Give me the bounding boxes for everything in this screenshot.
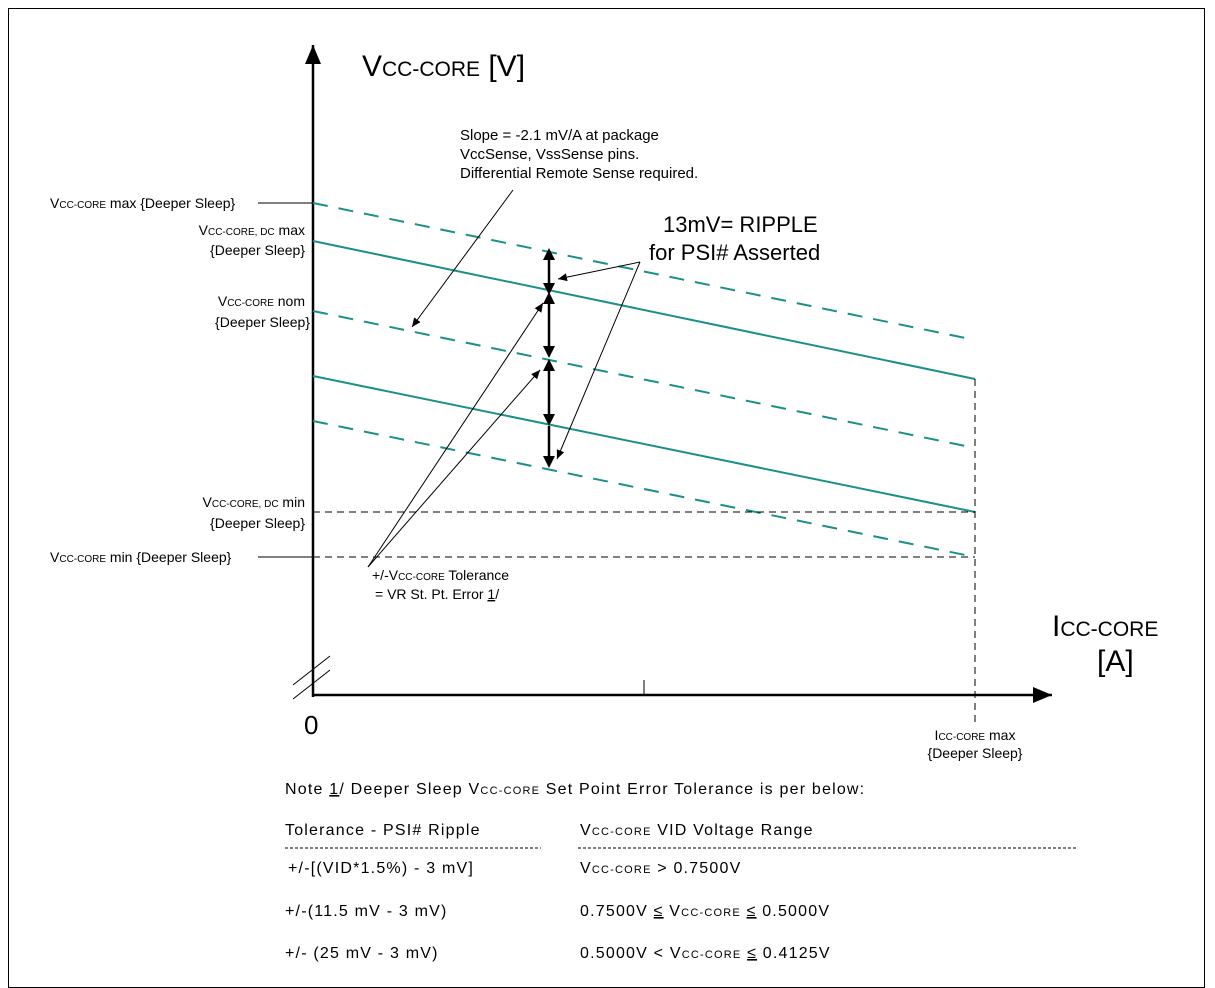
table-row-1-tolerance: +/-[(VID*1.5%) - 3 mV] xyxy=(288,860,474,877)
table-row-3-range: 0.5000V < VCC-CORE ≤ 0.4125V xyxy=(580,945,831,962)
vmin-load-line xyxy=(312,420,976,558)
vdcmax-load-line xyxy=(312,240,976,380)
tolerance-arrowhead xyxy=(543,359,555,371)
tolerance-arrowhead xyxy=(543,292,555,304)
ripple-note-line2: for PSI# Asserted xyxy=(649,240,820,265)
vdcmin-load-line xyxy=(312,375,976,513)
ripple-arrowhead xyxy=(543,283,555,295)
axis-break-mark xyxy=(292,669,331,700)
slope-note-line2: VccSense, VssSense pins. xyxy=(460,146,639,163)
vmin-label: VCC-CORE min {Deeper Sleep} xyxy=(50,549,232,565)
ripple-arrowhead xyxy=(543,456,555,468)
origin-label: 0 xyxy=(304,710,318,740)
table-col1-header: Tolerance - PSI# Ripple xyxy=(285,822,481,839)
ripple-callout-arrow xyxy=(556,261,641,460)
slope-note-line3: Differential Remote Sense required. xyxy=(460,165,698,182)
ripple-arrowhead xyxy=(543,248,555,260)
vnom-load-line xyxy=(312,310,976,449)
imax-label: ICC-CORE max xyxy=(935,727,1016,743)
axis-break-mark xyxy=(292,655,331,686)
slope-callout-arrow xyxy=(411,189,514,328)
x-axis-unit: [A] xyxy=(1097,645,1134,678)
vnom-label-line2: {Deeper Sleep} xyxy=(215,314,310,330)
ripple-callout-arrow xyxy=(557,261,641,282)
tolerance-callout-arrow xyxy=(367,369,541,568)
slope-note-line1: Slope = -2.1 mV/A at package xyxy=(460,127,659,144)
footnote: Note 1/ Deeper Sleep VCC-CORE Set Point … xyxy=(285,781,865,798)
tolerance-arrowhead xyxy=(543,346,555,358)
ripple-note-line1: 13mV= RIPPLE xyxy=(663,212,818,237)
vdcmax-label: VCC-CORE, DC max xyxy=(199,222,305,238)
tolerance-callout-arrow xyxy=(367,302,544,568)
imax-label-line2: {Deeper Sleep} xyxy=(928,745,1023,761)
x-axis-title: ICC-CORE xyxy=(1052,610,1158,643)
tolerance-arrowhead xyxy=(543,414,555,426)
vdcmax-label-line2: {Deeper Sleep} xyxy=(210,242,305,258)
table-row-1-range: VCC-CORE > 0.7500V xyxy=(580,860,741,877)
vmax-load-line xyxy=(312,202,976,341)
table-row-2-range: 0.7500V ≤ VCC-CORE ≤ 0.5000V xyxy=(580,903,830,920)
vdcmin-label-line2: {Deeper Sleep} xyxy=(210,515,305,531)
y-axis-title: VCC-CORE [V] xyxy=(362,50,525,83)
vmax-label: VCC-CORE max {Deeper Sleep} xyxy=(50,195,236,211)
table-row-2-tolerance: +/-(11.5 mV - 3 mV) xyxy=(285,903,448,920)
tolerance-note-line2: = VR St. Pt. Error 1/ xyxy=(375,586,499,602)
tolerance-note-line1: +/-VCC-CORE Tolerance xyxy=(372,567,509,583)
vdcmin-label: VCC-CORE, DC min xyxy=(203,494,305,510)
vnom-label: VCC-CORE nom xyxy=(218,293,305,309)
table-col2-header: VCC-CORE VID Voltage Range xyxy=(580,822,814,839)
table-row-3-tolerance: +/- (25 mV - 3 mV) xyxy=(285,945,439,962)
